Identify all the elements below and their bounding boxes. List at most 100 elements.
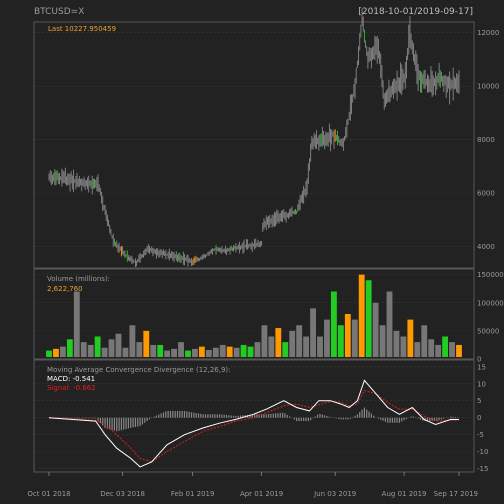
signal-value-label: Signal: -0.662 [47, 384, 96, 392]
volume-bar [87, 344, 94, 357]
macd-histogram-bar [338, 417, 340, 419]
volume-bar [233, 347, 240, 357]
macd-histogram-bar [286, 414, 288, 418]
volume-bar [435, 344, 442, 357]
macd-histogram-bar [216, 414, 218, 418]
macd-histogram-bar [214, 414, 216, 418]
macd-histogram-bar [92, 417, 94, 419]
macd-histogram-bar [253, 414, 256, 418]
macd-histogram-bar [167, 410, 169, 418]
macd-histogram-bar [298, 417, 300, 422]
volume-bar [212, 347, 219, 357]
macd-histogram-bar [160, 413, 162, 418]
volume-bar [46, 350, 52, 357]
volume-bar [178, 342, 184, 357]
volume-bar [150, 344, 157, 357]
macd-histogram-bar [296, 417, 298, 422]
macd-histogram-bar [211, 414, 214, 418]
macd-histogram-bar [132, 417, 134, 428]
macd-histogram-bar [289, 416, 291, 418]
volume-bar [136, 342, 143, 357]
macd-histogram-bar [102, 417, 104, 426]
macd-histogram-bar [328, 416, 330, 418]
macd-histogram-bar [450, 416, 452, 418]
macd-histogram-bar [74, 417, 76, 419]
volume-bar [379, 325, 386, 357]
volume-bar [428, 339, 435, 357]
macd-histogram-bar [361, 409, 363, 418]
x-tick-label: Oct 01 2018 [27, 490, 70, 498]
macd-histogram-bar [345, 417, 347, 420]
volume-bar [275, 328, 282, 357]
volume-bar [442, 336, 449, 357]
volume-bar [330, 291, 337, 357]
macd-histogram-bar [134, 417, 137, 428]
macd-y-ticks: -15 -10 -5 0 5 10 15 [477, 363, 488, 473]
volume-bar [80, 342, 87, 357]
macd-histogram-bar [384, 417, 387, 422]
macd-histogram-bar [319, 413, 321, 418]
volume-bar [94, 336, 101, 357]
macd-y-tick-label: -10 [477, 448, 488, 456]
volume-bar [254, 342, 261, 357]
macd-histogram-bar [265, 414, 267, 418]
x-axis: Oct 01 2018 Dec 03 2018 Feb 01 2019 Apr 01 … [27, 472, 478, 498]
macd-histogram-bar [137, 417, 139, 427]
volume-bar [108, 339, 115, 357]
volume-bar [219, 344, 226, 357]
price-y-ticks: 4000 6000 8000 10000 12000 [477, 29, 499, 251]
macd-histogram-bar [186, 411, 188, 418]
macd-histogram-bar [88, 417, 90, 419]
volume-bar [59, 346, 66, 357]
volume-y-tick-label: 0 [477, 356, 481, 364]
macd-histogram-bar [410, 416, 412, 418]
volume-bar [261, 325, 268, 357]
volume-bar [198, 346, 205, 357]
macd-histogram-bar [204, 414, 207, 418]
volume-bar [365, 280, 372, 357]
macd-histogram-bar [249, 414, 251, 418]
macd-histogram-bar [270, 413, 272, 418]
symbol-title: BTCUSD=X [34, 7, 84, 17]
macd-histogram-bar [387, 417, 389, 423]
macd-histogram-bar [202, 414, 204, 418]
volume-bar [122, 347, 129, 357]
macd-histogram-bar [377, 417, 380, 419]
macd-histogram-bar [403, 417, 405, 421]
macd-histogram-bar [99, 417, 101, 424]
macd-histogram-bar [347, 417, 349, 420]
macd-histogram-bar [326, 416, 328, 418]
macd-histogram-bar [275, 413, 277, 418]
macd-histogram-bar [282, 412, 284, 418]
macd-histogram-bar [396, 417, 398, 423]
macd-panel: -15 -10 -5 0 5 10 15 Moving Average Convergenc… [33, 359, 488, 473]
macd-histogram-bar [139, 417, 141, 427]
volume-bar [337, 325, 344, 357]
macd-histogram-bar [223, 414, 225, 418]
macd-histogram-bar [172, 410, 174, 418]
macd-y-tick-label: 15 [477, 363, 486, 371]
macd-histogram-bar [454, 417, 457, 418]
volume-bar [386, 291, 393, 357]
macd-histogram-bar [263, 414, 265, 418]
macd-histogram-bar [256, 414, 258, 418]
macd-histogram-bar [342, 417, 344, 420]
volume-bar [143, 330, 150, 357]
macd-histogram-bar [127, 417, 130, 429]
macd-histogram-bar [324, 415, 326, 418]
macd-histogram-bar [363, 407, 365, 418]
volume-y-tick-label: 150000 [477, 271, 504, 279]
macd-histogram-bar [111, 417, 113, 430]
volume-bar [282, 342, 289, 357]
macd-histogram-bar [183, 410, 186, 418]
volume-bar [421, 325, 428, 357]
x-tick-label: Dec 03 2018 [100, 490, 145, 498]
volume-bar [129, 325, 136, 357]
macd-histogram-bar [153, 416, 155, 418]
macd-histogram-bar [123, 417, 125, 430]
macd-histogram-bar [144, 417, 146, 423]
macd-histogram-bar [195, 413, 197, 418]
macd-histogram-bar [104, 417, 106, 428]
macd-histogram-bar [209, 414, 211, 418]
volume-bar [449, 342, 455, 357]
